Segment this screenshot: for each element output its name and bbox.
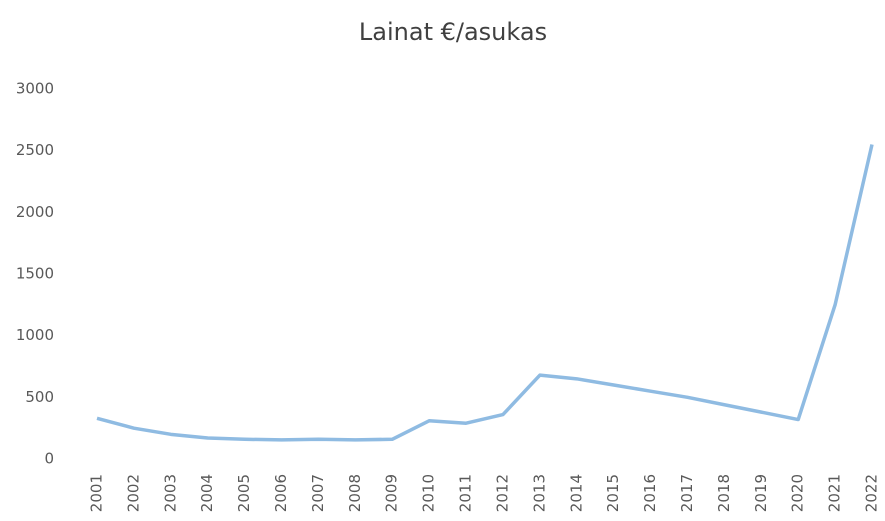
x-tick-label: 2021 (826, 474, 844, 512)
x-tick-label: 2002 (124, 474, 142, 512)
x-tick-label: 2020 (789, 474, 807, 512)
line (96, 144, 874, 442)
x-tick-label: 2014 (567, 474, 585, 512)
y-tick-label: 500 (25, 388, 54, 406)
x-tick-label: 2001 (88, 474, 106, 512)
chart-title: Lainat €/asukas (359, 18, 547, 46)
y-tick-label: 1500 (16, 265, 54, 283)
x-tick-label: 2005 (235, 474, 253, 512)
x-tick-label: 2009 (383, 474, 401, 512)
x-tick-label: 2019 (752, 474, 770, 512)
x-tick-label: 2016 (641, 474, 659, 512)
x-tick-label: 2006 (272, 474, 290, 512)
x-tick-label: 2012 (493, 474, 511, 512)
x-tick-label: 2010 (420, 474, 438, 512)
x-tick-label: 2007 (309, 474, 327, 512)
y-tick-label: 3000 (16, 80, 54, 98)
x-tick-label: 2003 (161, 474, 179, 512)
y-tick-label: 1000 (16, 326, 54, 344)
x-tick-label: 2011 (457, 474, 475, 512)
x-tick-label: 2013 (530, 474, 548, 512)
x-tick-label: 2015 (604, 474, 622, 512)
x-tick-label: 2018 (715, 474, 733, 512)
x-tick-label: 2022 (863, 474, 881, 512)
y-tick-label: 2000 (16, 203, 54, 221)
x-tick-label: 2004 (198, 474, 216, 512)
y-tick-label: 2500 (16, 141, 54, 159)
x-tick-label: 2008 (346, 474, 364, 512)
y-tick-label: 0 (44, 450, 54, 468)
x-tick-label: 2017 (678, 474, 696, 512)
